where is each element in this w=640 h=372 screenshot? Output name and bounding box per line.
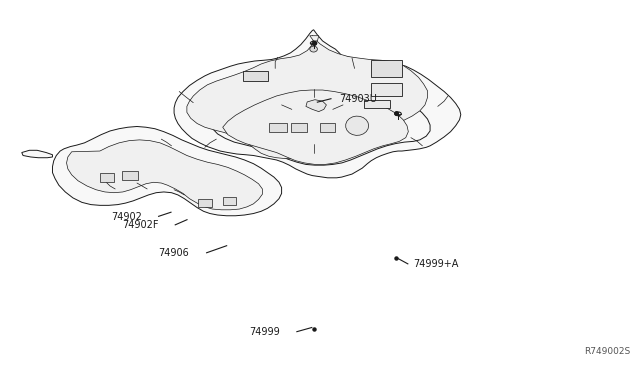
Polygon shape: [211, 80, 430, 165]
Text: 74906: 74906: [158, 248, 189, 258]
Polygon shape: [187, 38, 428, 158]
Polygon shape: [371, 60, 402, 77]
Polygon shape: [371, 83, 402, 96]
Polygon shape: [67, 140, 262, 210]
Text: 74999: 74999: [250, 327, 280, 337]
Polygon shape: [243, 71, 268, 81]
Polygon shape: [174, 30, 461, 178]
Polygon shape: [346, 116, 369, 135]
Polygon shape: [364, 100, 390, 108]
Polygon shape: [310, 46, 317, 52]
Polygon shape: [100, 173, 114, 182]
Polygon shape: [320, 123, 335, 132]
Polygon shape: [310, 36, 319, 41]
Text: 74902F: 74902F: [122, 220, 159, 230]
Polygon shape: [291, 123, 307, 132]
Polygon shape: [306, 100, 326, 112]
Polygon shape: [223, 197, 236, 205]
Polygon shape: [198, 199, 212, 207]
Text: 74999+A: 74999+A: [413, 259, 458, 269]
Polygon shape: [122, 171, 138, 180]
Polygon shape: [52, 126, 282, 216]
Polygon shape: [223, 90, 408, 164]
Text: 74903U: 74903U: [339, 94, 377, 103]
Text: R749002S: R749002S: [584, 347, 630, 356]
Polygon shape: [269, 123, 287, 132]
Polygon shape: [22, 150, 52, 158]
Text: 74902: 74902: [111, 212, 142, 221]
